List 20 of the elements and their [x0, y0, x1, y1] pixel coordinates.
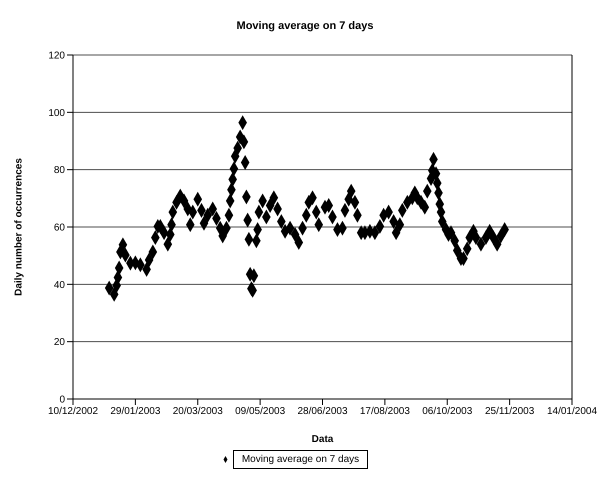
legend-label: Moving average on 7 days: [232, 450, 368, 469]
x-tick-label: 14/01/2004: [546, 406, 598, 418]
x-tick-label: 20/03/2003: [172, 406, 224, 418]
x-tick-label: 28/06/2003: [297, 406, 348, 418]
x-axis-title: Data: [312, 434, 334, 445]
x-tick-label: 25/11/2003: [484, 406, 535, 418]
x-tick-label: 10/12/2002: [48, 406, 98, 418]
y-tick-label: 120: [48, 50, 66, 62]
y-tick-label: 100: [48, 108, 66, 119]
y-tick-label: 80: [54, 165, 66, 176]
y-tick-label: 40: [54, 280, 66, 291]
x-tick-label: 06/10/2003: [422, 406, 473, 418]
y-tick-label: 20: [54, 337, 66, 348]
x-tick-label: 17/08/2003: [360, 406, 410, 418]
y-tick-label: 60: [54, 222, 66, 234]
y-axis-title: Daily number of occurrences: [14, 158, 25, 296]
x-tick-label: 29/01/2003: [110, 406, 161, 418]
chart-title: Moving average on 7 days: [236, 20, 374, 32]
x-tick-label: 09/05/2003: [235, 406, 286, 418]
y-tick-label: 0: [59, 394, 66, 406]
